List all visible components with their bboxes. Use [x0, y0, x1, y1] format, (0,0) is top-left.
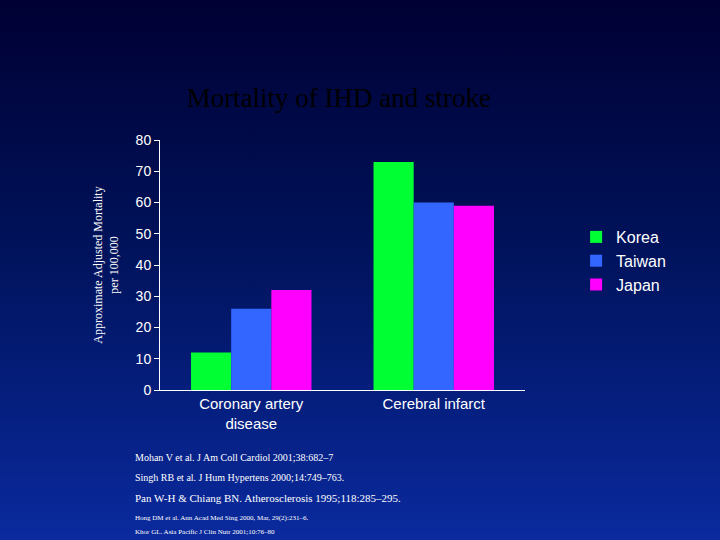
svg-text:Mortality of IHD and stroke: Mortality of IHD and stroke	[187, 83, 491, 113]
svg-text:60: 60	[136, 194, 152, 210]
svg-text:Pan W-H & Chiang BN. Atheroscl: Pan W-H & Chiang BN. Atherosclerosis 199…	[135, 492, 401, 504]
svg-text:20: 20	[136, 319, 152, 335]
svg-text:30: 30	[136, 288, 152, 304]
svg-text:Approximate Adjusted Mortality: Approximate Adjusted Mortalityper 100,00…	[91, 186, 121, 343]
svg-text:50: 50	[136, 226, 152, 242]
svg-text:Coronary arterydisease: Coronary arterydisease	[199, 395, 304, 432]
svg-text:Mohan V et al. J Am Coll Cardi: Mohan V et al. J Am Coll Cardiol 2001;38…	[135, 452, 333, 463]
svg-text:Hong DM et al. Ann Acad Med Si: Hong DM et al. Ann Acad Med Sing 2000, M…	[135, 514, 308, 522]
svg-text:40: 40	[136, 257, 152, 273]
svg-text:Korea: Korea	[616, 229, 659, 246]
svg-text:Cerebral infarct: Cerebral infarct	[382, 395, 485, 412]
svg-text:70: 70	[136, 163, 152, 179]
svg-text:80: 80	[136, 132, 152, 148]
svg-text:Taiwan: Taiwan	[616, 253, 666, 270]
svg-text:Japan: Japan	[616, 277, 660, 294]
svg-text:Khor GL. Asia Pacific J Clin N: Khor GL. Asia Pacific J Clin Nutr 2001;1…	[135, 528, 275, 536]
svg-text:Singh RB et al. J Hum Hyperten: Singh RB et al. J Hum Hypertens 2000;14:…	[135, 472, 344, 483]
svg-text:0: 0	[143, 382, 151, 398]
svg-text:10: 10	[136, 351, 152, 367]
